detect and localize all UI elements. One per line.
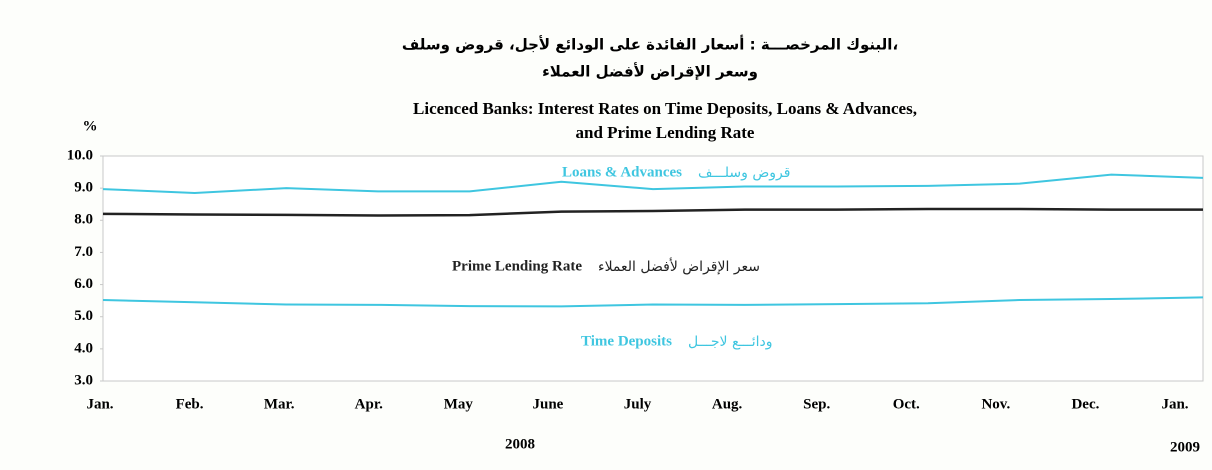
- series-label: Loans & Advances: [562, 164, 682, 180]
- x-tick-label: Sep.: [803, 396, 830, 412]
- x-tick-label: Jan.: [86, 396, 113, 412]
- series-label-ar: ودائـــع لاجـــل: [688, 334, 773, 350]
- y-tick-label: 4.0: [74, 340, 93, 356]
- x-tick-label: Aug.: [712, 396, 743, 412]
- title-ar: وسعر الإقراض لأفضل العملاء: [542, 63, 758, 81]
- y-tick-label: 6.0: [74, 276, 93, 292]
- x-tick-label: Apr.: [355, 396, 383, 412]
- x-tick-label: June: [532, 396, 563, 412]
- series-label-ar: سعر الإقراض لأفضل العملاء: [598, 257, 760, 275]
- plot-area: [102, 155, 1204, 382]
- series-label: Time Deposits: [581, 333, 672, 349]
- x-tick-label: Nov.: [981, 396, 1010, 412]
- year-label: 2009: [1170, 439, 1200, 455]
- y-tick-label: 9.0: [74, 180, 93, 196]
- x-tick-label: May: [444, 396, 474, 412]
- x-tick-label: Oct.: [893, 396, 920, 412]
- x-tick-label: Dec.: [1071, 396, 1099, 412]
- y-tick-label: 8.0: [74, 212, 93, 228]
- chart-title: Licenced Banks: Interest Rates on Time D…: [413, 99, 917, 118]
- x-tick-label: July: [624, 396, 652, 412]
- series-line: [102, 207, 1203, 217]
- x-tick-label: Mar.: [264, 396, 295, 412]
- series-label: Prime Lending Rate: [452, 258, 582, 274]
- year-label: 2008: [505, 436, 535, 452]
- y-tick-label: 10.0: [67, 147, 93, 163]
- y-tick-label: 5.0: [74, 308, 93, 324]
- series-line: [102, 173, 1204, 194]
- y-axis-label: %: [83, 118, 98, 134]
- x-tick-label: Jan.: [1161, 396, 1188, 412]
- title-ar: البنوك المرخصـــة : أسعار الفائدة على ال…: [402, 35, 898, 54]
- series-line: [102, 296, 1204, 308]
- y-tick-label: 7.0: [74, 244, 93, 260]
- y-tick-label: 3.0: [74, 372, 93, 388]
- chart-title: and Prime Lending Rate: [576, 123, 755, 142]
- x-tick-label: Feb.: [176, 396, 204, 412]
- series-label-ar: قروض وسلـــف: [698, 165, 790, 181]
